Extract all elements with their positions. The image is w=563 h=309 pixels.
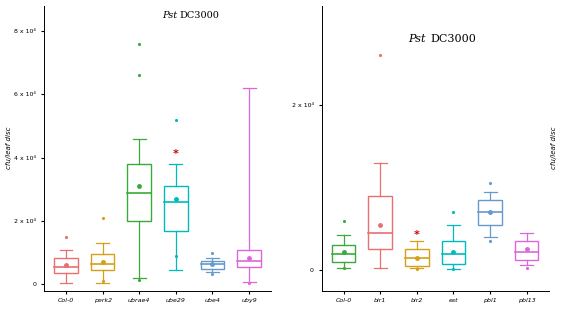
Bar — [332, 245, 355, 262]
Y-axis label: cfu/leaf disc: cfu/leaf disc — [551, 127, 557, 169]
Bar — [91, 254, 114, 270]
Bar — [368, 196, 392, 249]
Text: *: * — [414, 230, 420, 240]
Text: Pst: Pst — [162, 11, 177, 20]
Text: DC3000: DC3000 — [179, 11, 219, 20]
Text: Pst: Pst — [408, 34, 426, 44]
Bar — [442, 241, 465, 264]
Bar — [515, 241, 538, 260]
Bar — [201, 261, 224, 269]
Bar — [54, 257, 78, 273]
Bar — [405, 249, 428, 266]
Text: *: * — [173, 149, 179, 159]
Bar — [238, 250, 261, 267]
Y-axis label: cfu/leaf disc: cfu/leaf disc — [6, 127, 12, 169]
Bar — [127, 164, 151, 221]
Text: DC3000: DC3000 — [431, 34, 476, 44]
Bar — [164, 186, 187, 231]
Bar — [479, 200, 502, 225]
